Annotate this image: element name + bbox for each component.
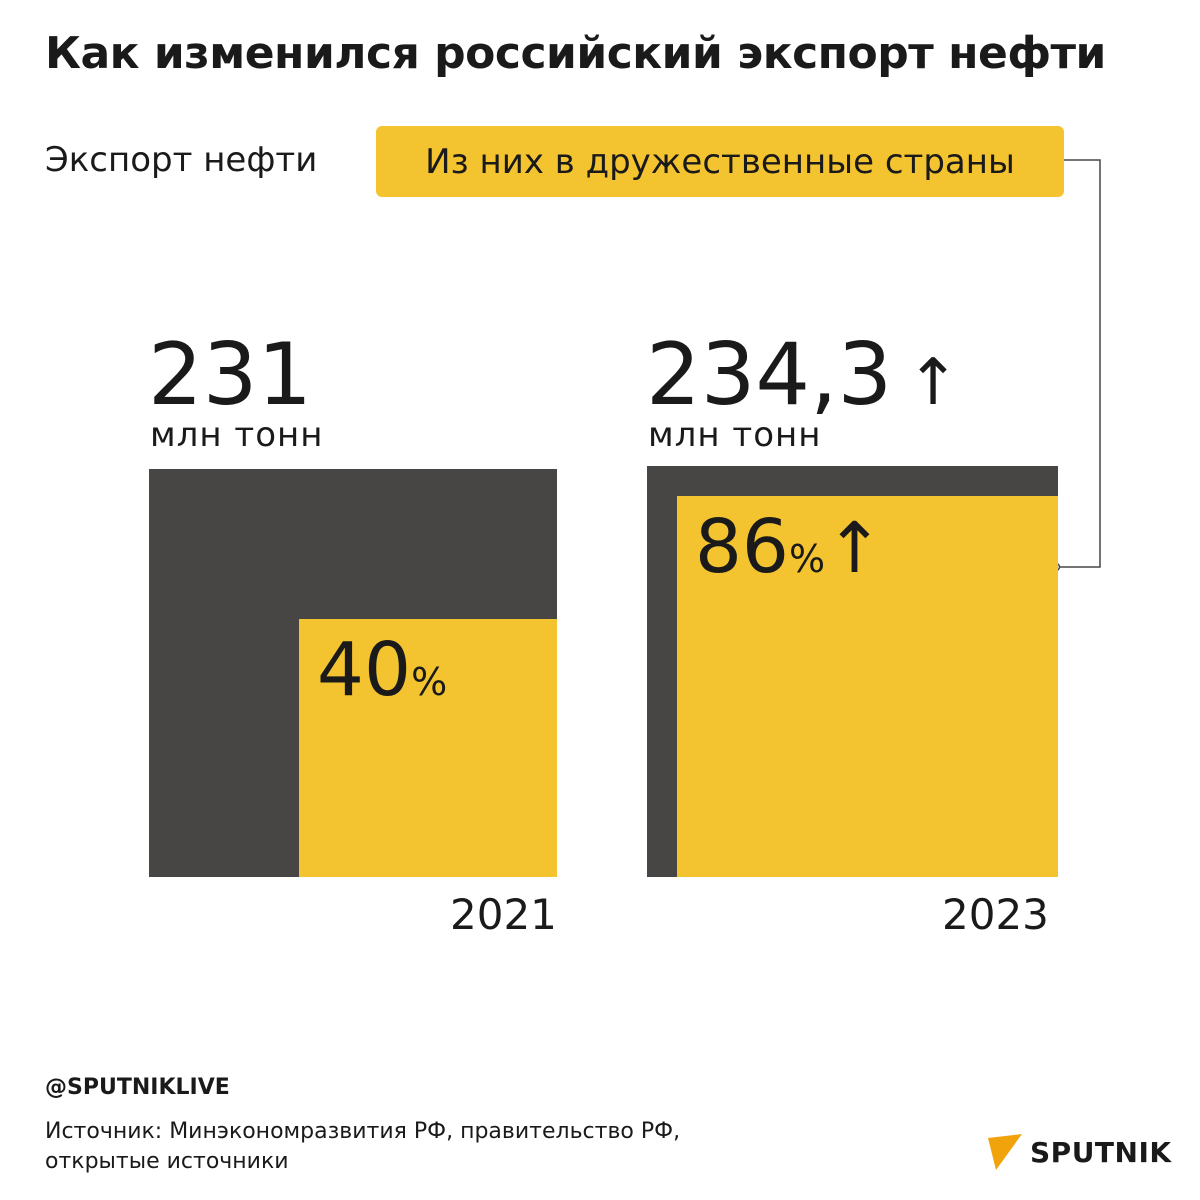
social-handle: @SPUTNIKLIVE — [45, 1075, 230, 1100]
unit-label-2021: млн тонн — [150, 415, 324, 455]
total-value-2021: 231 — [148, 325, 313, 425]
source-note: Источник: Минэкономразвития РФ, правител… — [45, 1119, 681, 1174]
sputnik-logo-icon — [988, 1134, 1022, 1170]
share-value-2021: 40% — [316, 626, 448, 713]
unit-label-2023: млн тонн — [648, 415, 822, 455]
legend-connector — [1051, 159, 1101, 572]
total-value-2023: 234,3 ↑ — [646, 325, 960, 425]
chart-title: Как изменился российский экспорт нефти — [45, 28, 1106, 79]
brand-text: SPUTNIK — [1030, 1135, 1172, 1169]
sputnik-brand: SPUTNIK — [988, 1134, 1172, 1170]
share-square-2023 — [676, 495, 1058, 877]
share-value-2023: 86%↑ — [694, 503, 884, 590]
share-square-2021 — [298, 618, 557, 877]
legend-friendly-label: Из них в дружественные страны — [376, 126, 1064, 197]
year-label-2021: 2021 — [450, 890, 557, 939]
year-label-2023: 2023 — [942, 890, 1049, 939]
legend-total-label: Экспорт нефти — [45, 140, 318, 180]
